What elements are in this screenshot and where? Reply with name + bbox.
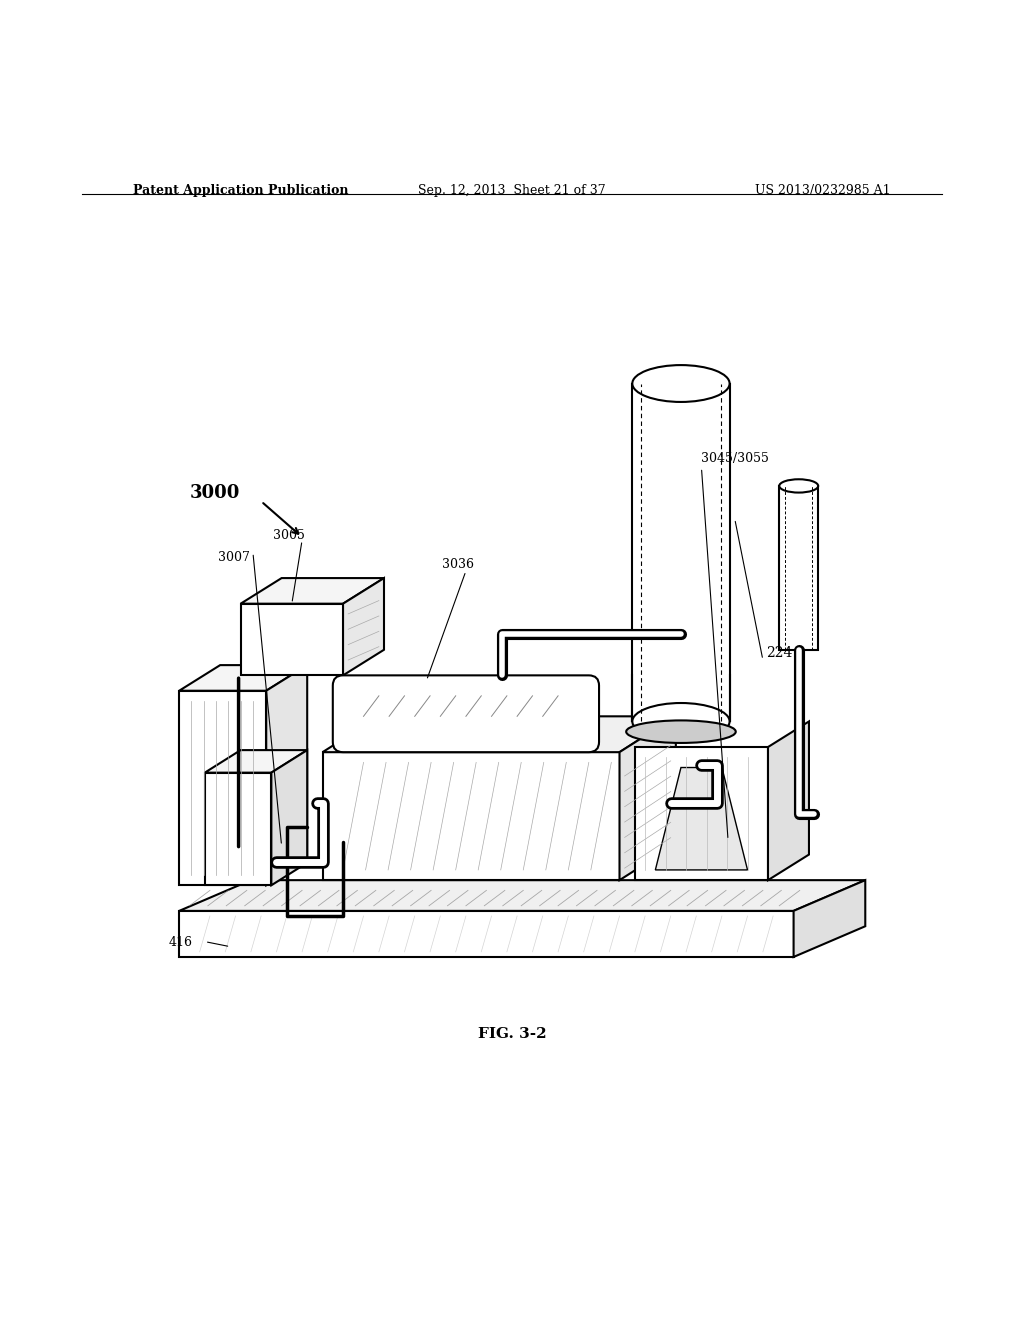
Polygon shape	[635, 747, 768, 880]
Polygon shape	[266, 665, 307, 886]
Ellipse shape	[633, 366, 729, 403]
Ellipse shape	[633, 704, 729, 741]
Polygon shape	[271, 750, 307, 886]
Polygon shape	[241, 578, 384, 603]
Polygon shape	[655, 767, 748, 870]
Polygon shape	[779, 486, 818, 649]
Text: Patent Application Publication: Patent Application Publication	[133, 183, 348, 197]
Ellipse shape	[779, 479, 818, 492]
Polygon shape	[179, 665, 307, 690]
Text: 224: 224	[766, 645, 793, 660]
Ellipse shape	[626, 721, 735, 743]
Polygon shape	[323, 752, 620, 880]
Polygon shape	[768, 722, 809, 880]
Polygon shape	[343, 578, 384, 676]
Polygon shape	[179, 880, 865, 911]
Text: US 2013/0232985 A1: US 2013/0232985 A1	[756, 183, 891, 197]
Polygon shape	[794, 880, 865, 957]
Text: 416: 416	[169, 936, 193, 949]
Text: 3005: 3005	[273, 529, 305, 543]
Polygon shape	[241, 603, 343, 676]
Polygon shape	[179, 690, 266, 886]
Polygon shape	[633, 384, 729, 722]
Text: 3007: 3007	[218, 550, 250, 564]
Text: 3036: 3036	[442, 558, 474, 570]
Text: 3045/3055: 3045/3055	[701, 453, 769, 466]
Text: Sep. 12, 2013  Sheet 21 of 37: Sep. 12, 2013 Sheet 21 of 37	[418, 183, 606, 197]
Polygon shape	[179, 911, 794, 957]
Text: 3000: 3000	[189, 484, 240, 502]
Polygon shape	[205, 750, 307, 772]
FancyBboxPatch shape	[333, 676, 599, 752]
Polygon shape	[620, 717, 676, 880]
Text: FIG. 3-2: FIG. 3-2	[477, 1027, 547, 1040]
Polygon shape	[205, 772, 271, 886]
Polygon shape	[323, 717, 676, 752]
